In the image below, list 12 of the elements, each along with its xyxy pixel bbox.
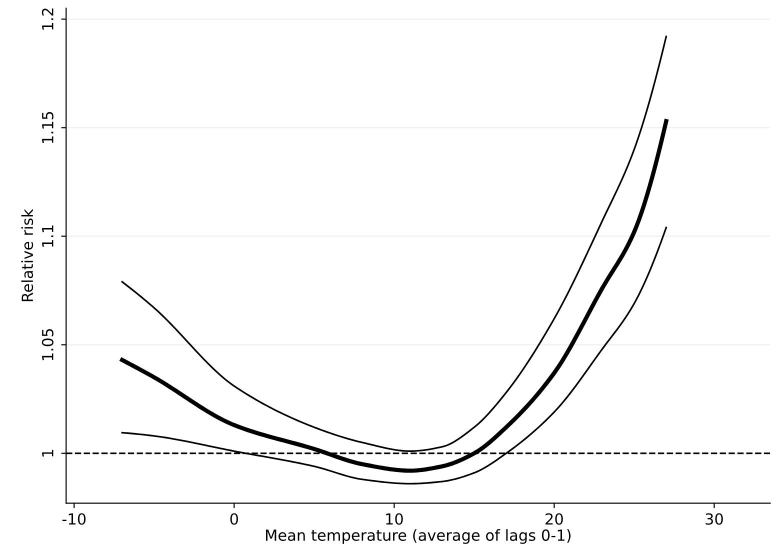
x-tick-label: 0 — [230, 513, 238, 525]
x-axis-title: Mean temperature (average of lags 0-1) — [266, 529, 571, 544]
y-tick-label: 1.05 — [42, 329, 54, 360]
x-tick-label: 10 — [386, 513, 403, 525]
y-tick-label: 1 — [42, 450, 54, 456]
y-axis-title: Relative risk — [21, 208, 34, 302]
x-tick-label: 20 — [546, 513, 563, 525]
y-tick-label: 1.1 — [42, 225, 54, 247]
x-tick-label: -10 — [62, 513, 86, 525]
y-tick-label: 1.15 — [42, 112, 54, 144]
y-tick-label: 1.2 — [42, 8, 54, 30]
x-tick-label: 30 — [706, 513, 723, 525]
